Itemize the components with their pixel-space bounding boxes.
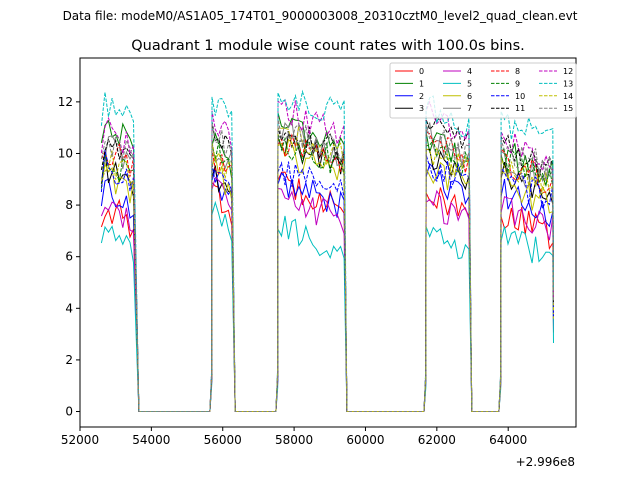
y-tick-label: 10	[58, 146, 73, 160]
plot-lines	[100, 89, 554, 412]
y-tick-label: 2	[65, 353, 73, 367]
legend-label-10: 10	[515, 92, 525, 101]
legend-label-5: 5	[467, 79, 472, 88]
series-line-12	[100, 98, 554, 412]
legend-label-6: 6	[467, 92, 472, 101]
legend-label-3: 3	[419, 104, 424, 113]
series-line-9	[100, 133, 554, 412]
x-tick-label: 54000	[132, 433, 170, 447]
chart-title: Quadrant 1 module wise count rates with …	[131, 38, 525, 54]
series-line-15	[100, 117, 554, 412]
axes-frame	[79, 57, 577, 428]
x-tick-label: 56000	[204, 433, 242, 447]
x-offset-label: +2.996e8	[516, 455, 575, 469]
legend-label-2: 2	[419, 92, 424, 101]
legend-label-0: 0	[419, 67, 424, 76]
legend-label-13: 13	[563, 79, 573, 88]
legend-label-11: 11	[515, 104, 525, 113]
legend-box	[389, 62, 577, 119]
x-tick-label: 58000	[275, 433, 313, 447]
legend-label-9: 9	[515, 79, 520, 88]
y-axis: 0 2 4 6 8 10 12	[58, 95, 80, 419]
y-tick-label: 8	[65, 198, 73, 212]
figure-suptitle: Data file: modeM0/AS1A05_174T01_90000030…	[63, 9, 578, 23]
legend-label-8: 8	[515, 67, 520, 76]
y-tick-label: 6	[65, 250, 73, 264]
y-tick-label: 0	[65, 405, 73, 419]
x-tick-label: 64000	[489, 433, 527, 447]
legend-label-7: 7	[467, 104, 472, 113]
legend-label-15: 15	[563, 104, 573, 113]
legend-label-14: 14	[563, 92, 573, 101]
y-tick-label: 12	[58, 95, 73, 109]
x-tick-label: 62000	[418, 433, 456, 447]
legend-label-4: 4	[467, 67, 472, 76]
x-tick-label: 60000	[346, 433, 384, 447]
legend-label-1: 1	[419, 79, 424, 88]
x-tick-label: 52000	[61, 433, 99, 447]
x-axis: 52000 54000 56000 58000 60000 62000 64000	[61, 427, 527, 447]
legend-label-12: 12	[563, 67, 573, 76]
y-tick-label: 4	[65, 301, 73, 315]
series-line-13	[100, 89, 554, 412]
